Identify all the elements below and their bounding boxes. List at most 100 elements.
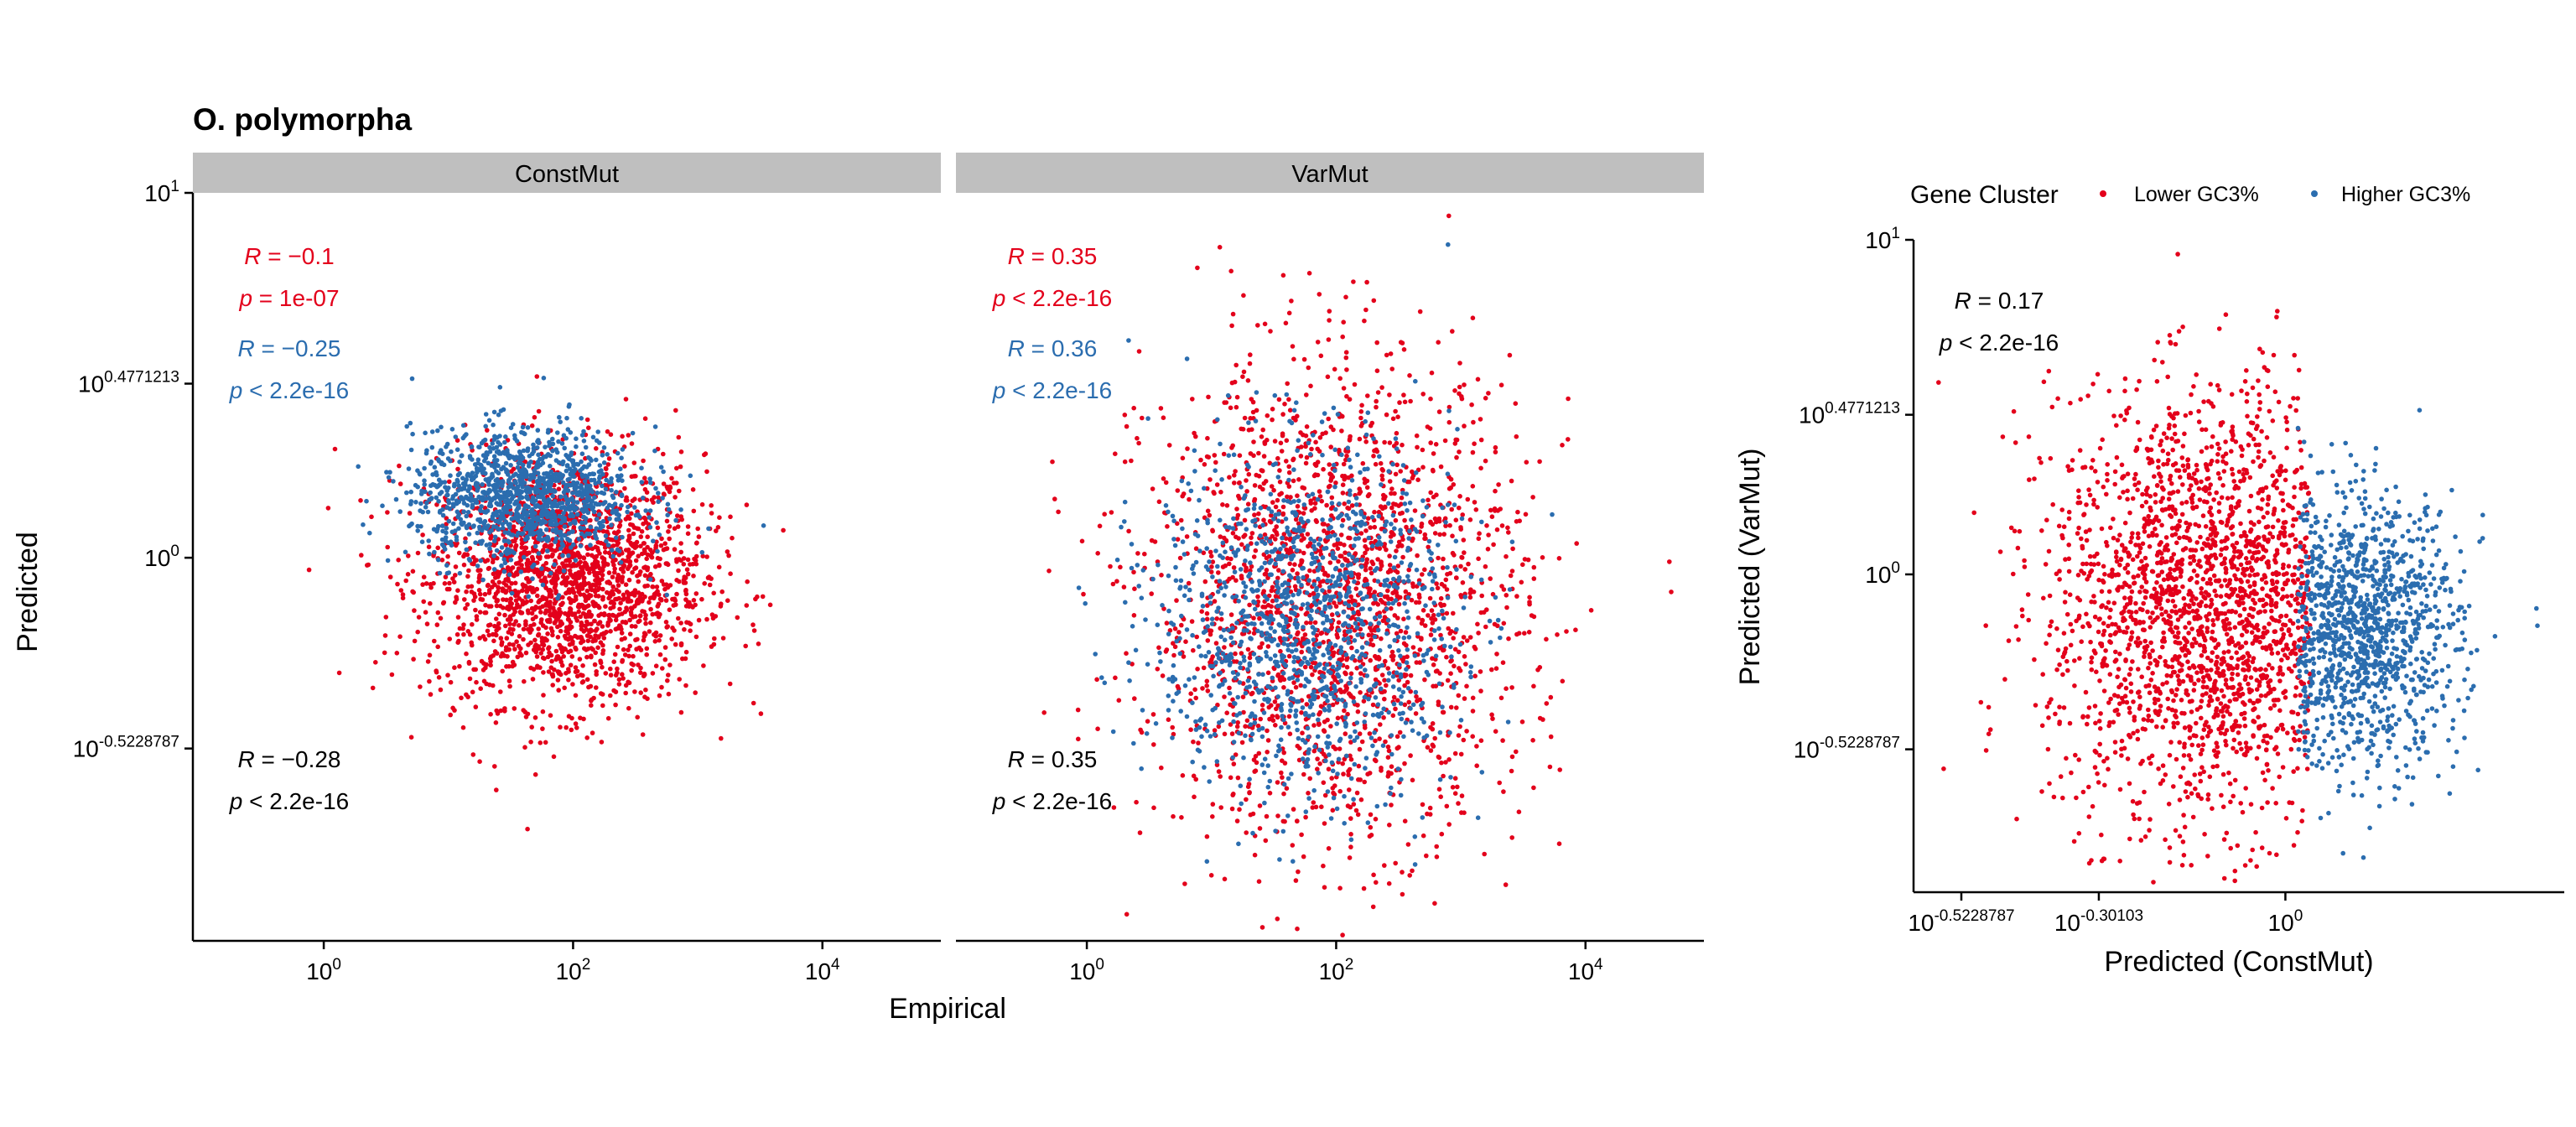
scatter-point-higher-gc3 [531,515,537,521]
scatter-point-lower-gc3 [1353,551,1358,556]
scatter-point-higher-gc3 [609,548,615,553]
scatter-point-lower-gc3 [383,615,389,620]
scatter-point-lower-gc3 [1299,832,1304,838]
scatter-point-lower-gc3 [584,677,590,683]
scatter-point-lower-gc3 [1227,685,1232,691]
scatter-point-lower-gc3 [1504,553,1509,559]
scatter-point-lower-gc3 [636,579,641,584]
scatter-point-lower-gc3 [519,563,524,568]
scatter-point-lower-gc3 [706,574,712,579]
scatter-point-higher-gc3 [521,448,527,454]
scatter-point-lower-gc3 [1263,479,1269,484]
scatter-point-lower-gc3 [1462,382,1467,387]
scatter-point-higher-gc3 [483,496,489,501]
scatter-point-lower-gc3 [490,584,495,589]
scatter-point-lower-gc3 [1326,337,1332,342]
scatter-point-lower-gc3 [485,558,491,563]
scatter-point-lower-gc3 [470,621,475,627]
scatter-point-lower-gc3 [1284,438,1290,444]
scatter-point-lower-gc3 [1450,785,1456,790]
scatter-point-lower-gc3 [1301,854,1306,860]
scatter-point-lower-gc3 [569,654,575,659]
scatter-point-higher-gc3 [530,497,535,503]
scatter-point-lower-gc3 [1312,620,1318,626]
scatter-point-lower-gc3 [672,596,678,601]
scatter-point-higher-gc3 [494,444,500,450]
scatter-point-higher-gc3 [545,536,551,541]
scatter-point-lower-gc3 [1239,542,1244,548]
scatter-point-higher-gc3 [562,524,568,529]
scatter-point-lower-gc3 [538,740,543,745]
scatter-point-lower-gc3 [1420,572,1425,577]
scatter-point-higher-gc3 [491,409,497,415]
scatter-point-lower-gc3 [552,667,557,673]
scatter-point-lower-gc3 [1364,279,1369,285]
scatter-point-lower-gc3 [1164,621,1170,626]
scatter-point-lower-gc3 [685,571,691,577]
scatter-point-lower-gc3 [1353,586,1359,591]
scatter-point-lower-gc3 [585,552,590,558]
scatter-point-lower-gc3 [644,646,650,652]
scatter-point-lower-gc3 [1463,662,1468,667]
scatter-point-lower-gc3 [586,603,591,608]
scatter-point-lower-gc3 [1135,435,1140,441]
scatter-point-higher-gc3 [586,462,592,467]
scatter-point-lower-gc3 [504,605,510,611]
scatter-point-lower-gc3 [483,610,489,615]
scatter-point-lower-gc3 [1525,557,1531,563]
scatter-point-lower-gc3 [1300,730,1305,735]
scatter-point-lower-gc3 [498,689,503,694]
scatter-point-lower-gc3 [1134,799,1139,805]
scatter-point-lower-gc3 [1373,738,1378,744]
scatter-point-lower-gc3 [1446,419,1452,425]
scatter-point-higher-gc3 [492,434,497,439]
scatter-point-lower-gc3 [512,609,517,615]
scatter-point-lower-gc3 [1296,869,1301,875]
scatter-point-lower-gc3 [522,459,528,465]
scatter-point-lower-gc3 [662,586,667,592]
scatter-point-higher-gc3 [457,470,462,476]
scatter-point-lower-gc3 [709,511,714,516]
scatter-point-higher-gc3 [422,465,427,471]
scatter-point-lower-gc3 [1110,581,1116,587]
scatter-point-lower-gc3 [1179,815,1184,820]
scatter-point-lower-gc3 [613,689,619,694]
scatter-point-lower-gc3 [623,397,629,402]
scatter-point-higher-gc3 [678,507,683,512]
scatter-point-higher-gc3 [565,427,571,432]
scatter-point-lower-gc3 [590,562,596,568]
scatter-point-lower-gc3 [506,578,512,584]
scatter-point-lower-gc3 [549,547,554,553]
scatter-point-lower-gc3 [558,620,564,625]
scatter-point-lower-gc3 [707,582,713,588]
scatter-point-higher-gc3 [413,500,418,505]
scatter-point-higher-gc3 [535,465,541,470]
scatter-point-lower-gc3 [576,589,581,595]
scatter-point-higher-gc3 [384,470,389,475]
scatter-point-lower-gc3 [750,622,756,627]
scatter-point-lower-gc3 [638,670,643,675]
scatter-point-lower-gc3 [1244,489,1249,494]
scatter-point-higher-gc3 [587,483,593,489]
scatter-point-higher-gc3 [491,567,497,572]
scatter-point-lower-gc3 [462,552,467,557]
scatter-point-lower-gc3 [1234,394,1240,400]
scatter-point-higher-gc3 [565,488,571,493]
scatter-point-lower-gc3 [589,621,594,626]
scatter-point-higher-gc3 [513,512,519,517]
scatter-point-lower-gc3 [1140,415,1145,421]
scatter-point-lower-gc3 [1180,773,1186,778]
scatter-point-lower-gc3 [1208,549,1213,555]
scatter-point-higher-gc3 [415,528,421,533]
scatter-point-lower-gc3 [1669,589,1674,595]
scatter-point-lower-gc3 [461,622,466,627]
scatter-point-lower-gc3 [1236,536,1241,541]
scatter-point-lower-gc3 [629,606,635,611]
scatter-point-lower-gc3 [1387,553,1392,558]
scatter-point-lower-gc3 [621,597,626,602]
scatter-point-lower-gc3 [491,638,496,644]
scatter-point-higher-gc3 [522,503,528,508]
scatter-point-higher-gc3 [418,508,423,513]
scatter-point-lower-gc3 [1358,423,1364,428]
scatter-point-lower-gc3 [1500,660,1506,665]
